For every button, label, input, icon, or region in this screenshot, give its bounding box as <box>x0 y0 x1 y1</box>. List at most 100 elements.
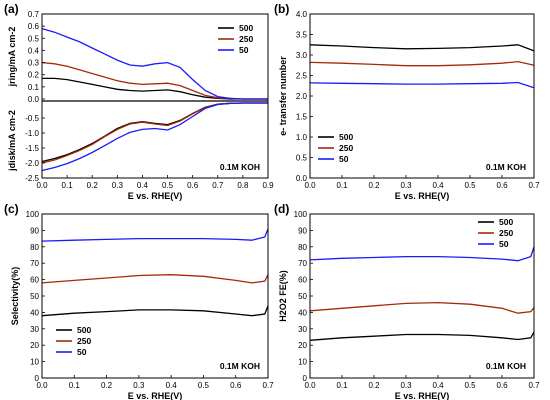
x-tick-label: 0.5 <box>162 181 174 190</box>
x-tick-label: 0.6 <box>187 181 199 190</box>
y-tick-label: 0.0 <box>28 95 40 104</box>
y-tick-label: 2.0 <box>296 92 308 101</box>
legend-label-500: 500 <box>77 325 91 335</box>
x-tick-label: 0.3 <box>400 381 412 390</box>
y-axis-label: H2O2 FE(%) <box>278 270 288 322</box>
series-line-500 <box>309 331 535 341</box>
x-tick-label: 0.0 <box>36 381 48 390</box>
y-tick-label: 100 <box>294 210 308 219</box>
y-tick-label: -0.5 <box>25 114 39 123</box>
y-tick-label: 0.3 <box>28 59 40 68</box>
panel-letter: (d) <box>274 202 289 216</box>
x-tick-label: 0.0 <box>304 181 316 190</box>
y-tick-label: -2.5 <box>25 174 39 183</box>
plot-frame <box>41 213 269 379</box>
legend-label-250: 250 <box>239 34 253 44</box>
x-tick-label: 0.4 <box>137 181 149 190</box>
panel-letter: (a) <box>4 2 19 16</box>
y-tick-label: 70 <box>298 259 307 268</box>
y-tick-label: 50 <box>298 292 307 301</box>
x-tick-label: 0.6 <box>496 381 508 390</box>
y-axis-label: Selectivity(%) <box>10 267 20 326</box>
y-tick-label: 3.5 <box>296 31 308 40</box>
legend-label-50: 50 <box>77 347 87 357</box>
panel-d: (d) 0 10 20 30 40 50 60 70 80 90 100 H2O2 FE(%) 0.0 0.… <box>274 202 540 400</box>
x-tick-label: 0.1 <box>336 181 348 190</box>
plot-frame <box>309 13 535 179</box>
series-line-500 <box>41 305 269 317</box>
y-tick-label: 90 <box>298 226 307 235</box>
x-tick-label: 0.2 <box>87 181 99 190</box>
y-tick-label: -1.5 <box>25 144 39 153</box>
y-tick-label: 90 <box>30 226 39 235</box>
x-tick-label: 0.3 <box>112 181 124 190</box>
y-tick-label: 70 <box>30 259 39 268</box>
x-tick-label: 0.7 <box>262 381 274 390</box>
y-tick-label: 0.2 <box>28 71 40 80</box>
series-line-500 <box>41 102 268 163</box>
x-tick-label: 0.3 <box>400 181 412 190</box>
x-tick-label: 0.6 <box>496 181 508 190</box>
x-tick-label: 0.3 <box>133 381 145 390</box>
plot-frame <box>309 213 535 379</box>
legend-label-50: 50 <box>239 45 249 55</box>
y-tick-label: 0.6 <box>28 22 40 31</box>
legend-label-50: 50 <box>499 239 509 249</box>
legend-label-500: 500 <box>339 132 353 142</box>
series-line-500 <box>309 44 535 52</box>
series-line-500 <box>42 77 268 100</box>
y-tick-label: 0.5 <box>28 34 40 43</box>
y-tick-label: 50 <box>30 292 39 301</box>
x-axis-label: E vs. RHE(V) <box>395 391 450 400</box>
y-tick-label: 10 <box>30 358 39 367</box>
x-tick-label: 0.7 <box>528 181 540 190</box>
y-tick-label: -1.0 <box>25 129 39 138</box>
y-tick-label: 40 <box>30 308 39 317</box>
series-line-250 <box>309 60 535 67</box>
y-tick-label: 80 <box>298 243 307 252</box>
x-axis-label: E vs. RHE(V) <box>128 191 183 201</box>
x-axis-label: E vs. RHE(V) <box>128 391 183 400</box>
series-line-50 <box>41 102 268 172</box>
y-tick-label: 20 <box>298 341 307 350</box>
x-tick-label: 0.2 <box>368 181 380 190</box>
y-tick-label: 3.0 <box>296 51 308 60</box>
x-tick-label: 0.1 <box>336 381 348 390</box>
y-tick-label: 20 <box>30 341 39 350</box>
y-tick-label: 30 <box>298 325 307 334</box>
y-axis-label: e- transfer number <box>278 56 288 136</box>
y-tick-label: 60 <box>298 276 307 285</box>
y-tick-label: 100 <box>26 210 40 219</box>
y-tick-label: 30 <box>30 325 39 334</box>
y-tick-label: 40 <box>298 308 307 317</box>
y-tick-label: 0 <box>35 374 40 383</box>
y-tick-label: 1.5 <box>296 113 308 122</box>
legend-label-50: 50 <box>339 154 349 164</box>
x-tick-label: 0.5 <box>464 181 476 190</box>
legend-label-250: 250 <box>339 143 353 153</box>
legend-label-500: 500 <box>499 217 513 227</box>
y-tick-label: 0.5 <box>296 154 308 163</box>
y-tick-label: 0 <box>303 374 308 383</box>
annotation-text: 0.1M KOH <box>486 162 526 172</box>
y-tick-label: 80 <box>30 243 39 252</box>
y-tick-label: 0.1 <box>28 83 40 92</box>
y-tick-label: 10 <box>298 358 307 367</box>
plot-frame <box>41 13 269 179</box>
y-tick-label: 0.4 <box>28 46 40 55</box>
x-tick-label: 0.4 <box>432 381 444 390</box>
y-axis-label: jring/mA cm-2 <box>7 27 17 88</box>
y-tick-label: 0.7 <box>28 10 40 19</box>
x-tick-label: 0.6 <box>230 381 242 390</box>
x-tick-label: 0.8 <box>237 181 249 190</box>
series-line-50 <box>309 81 535 89</box>
y-tick-label: 60 <box>30 276 39 285</box>
annotation-text: 0.1M KOH <box>220 361 260 371</box>
x-tick-label: 0.0 <box>36 181 48 190</box>
y-tick-label: 0.0 <box>296 174 308 183</box>
series-line-50 <box>309 246 535 262</box>
x-tick-label: 0.0 <box>304 381 316 390</box>
panel-a: (a) 0.0 0.1 0.2 0.3 0.4 0.5 0.6 0.7 jring/mA cm-2… <box>4 2 274 201</box>
legend-label-250: 250 <box>77 336 91 346</box>
